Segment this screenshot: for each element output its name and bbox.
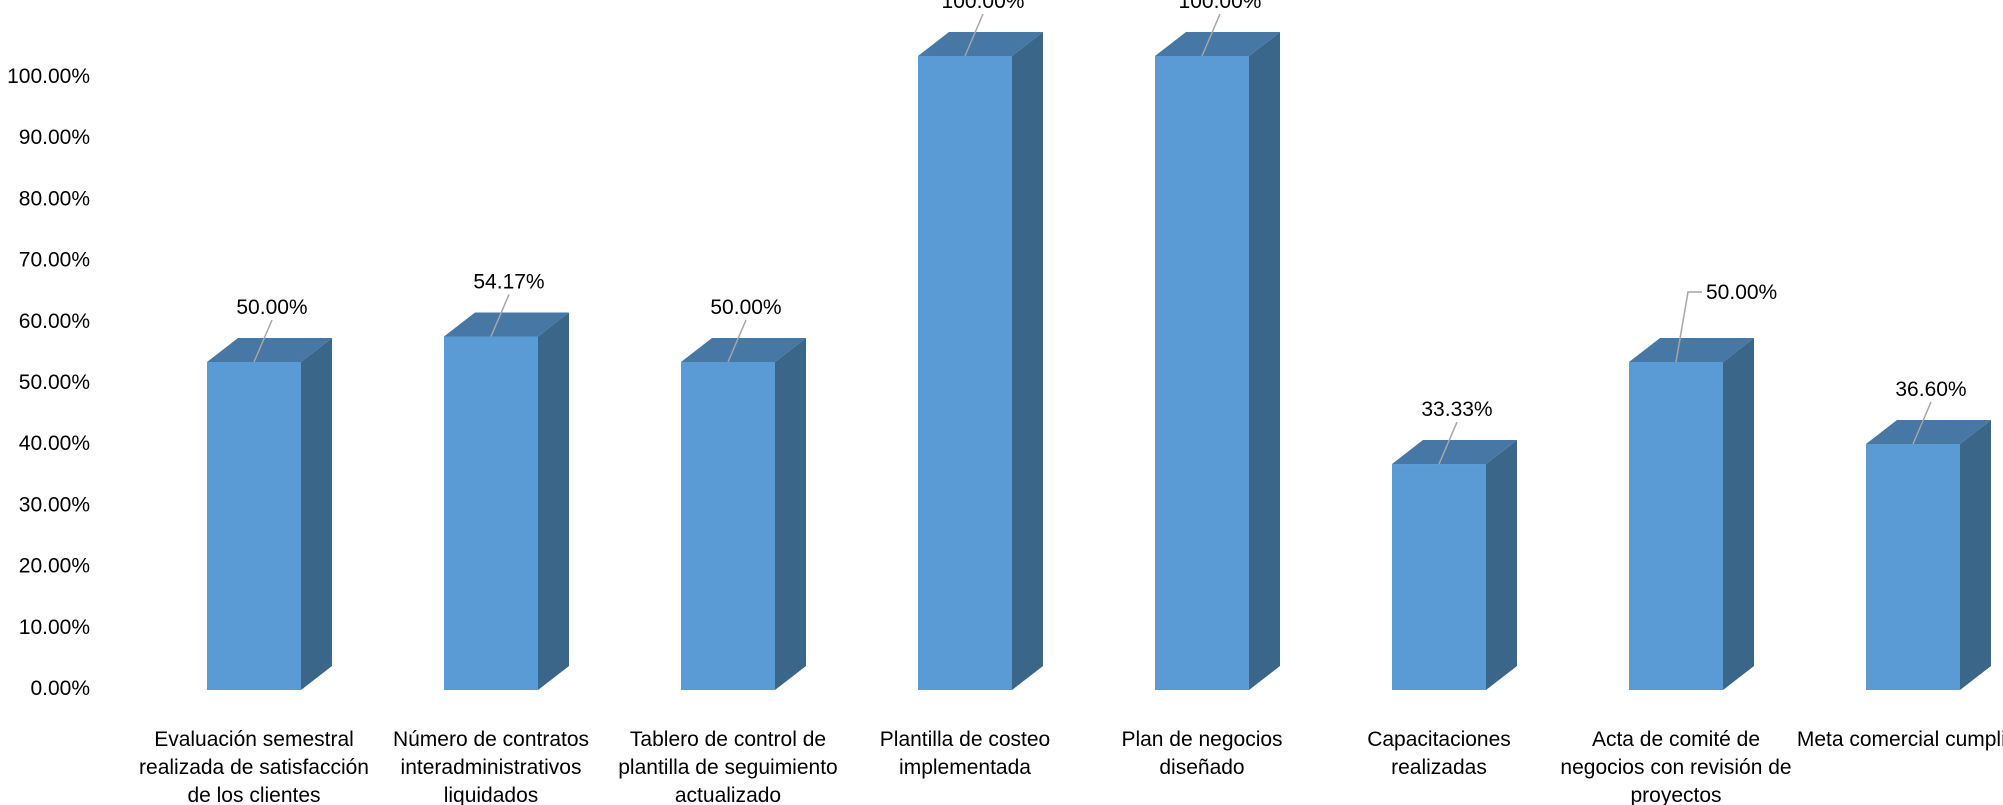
category-label: Meta comercial cumplida <box>1797 728 2003 751</box>
y-tick-label: 0.00% <box>30 677 90 700</box>
bars <box>207 32 1991 690</box>
y-axis-ticks: 0.00% 10.00% 20.00% 30.00% 40.00% 50.00% 60.00… <box>7 65 90 700</box>
bar <box>1629 338 1754 690</box>
bar-side-face <box>1486 440 1517 690</box>
data-label: 100.00% <box>942 0 1025 13</box>
data-label-leader <box>964 13 984 57</box>
category-labels: Evaluación semestral realizada de satisfa… <box>139 728 2003 805</box>
data-label: 50.00% <box>1706 281 1777 304</box>
bar-side-face <box>1249 32 1280 690</box>
bar <box>444 312 569 690</box>
y-tick-label: 100.00% <box>7 65 90 88</box>
data-label: 33.33% <box>1421 398 1492 421</box>
bar-side-face <box>301 338 332 690</box>
bar-top-face <box>1155 32 1280 56</box>
data-label-leader <box>253 319 273 363</box>
bar <box>1155 32 1280 690</box>
bar <box>1866 420 1991 690</box>
y-tick-label: 80.00% <box>19 187 90 210</box>
bar-top-face <box>918 32 1043 56</box>
bar-front-face <box>207 362 301 690</box>
y-tick-label: 10.00% <box>19 616 90 639</box>
bar-top-face <box>444 312 569 337</box>
category-label: Evaluación semestral realizada de satisfa… <box>139 728 369 805</box>
bar-top-face <box>681 338 806 362</box>
bar <box>1392 440 1517 690</box>
data-label: 100.00% <box>1179 0 1262 13</box>
category-label: Tablero de control de plantilla de seguim… <box>618 728 837 805</box>
category-label: Capacitaciones realizadas <box>1367 728 1511 779</box>
data-labels: 50.00% 54.17% 50.00% 100.00% 100.00% 33.33% 50… <box>236 0 1967 465</box>
category-label: Acta de comité de negocios con revisión d… <box>1560 728 1791 805</box>
bar-side-face <box>1723 338 1754 690</box>
bar-top-face <box>1392 440 1517 465</box>
bar-side-face <box>1960 420 1991 690</box>
data-label-leader <box>490 294 510 337</box>
y-tick-label: 90.00% <box>19 126 90 149</box>
y-tick-label: 20.00% <box>19 555 90 578</box>
y-tick-label: 50.00% <box>19 371 90 394</box>
y-tick-label: 30.00% <box>19 493 90 516</box>
bar-side-face <box>1012 32 1043 690</box>
bar-side-face <box>538 312 569 690</box>
data-label: 50.00% <box>710 296 781 319</box>
data-label: 36.60% <box>1895 378 1966 401</box>
bar <box>681 338 806 690</box>
bar-front-face <box>1392 464 1486 690</box>
bar-front-face <box>1155 56 1249 690</box>
data-label-leader <box>1675 291 1702 363</box>
bar-front-face <box>681 362 775 690</box>
bar-front-face <box>1629 362 1723 690</box>
bar-front-face <box>1866 444 1960 690</box>
bar <box>207 338 332 690</box>
y-tick-label: 60.00% <box>19 310 90 333</box>
bar-front-face <box>444 336 538 690</box>
bar <box>918 32 1043 690</box>
category-label: Número de contratos interadministrativos l… <box>393 728 589 805</box>
category-label: Plan de negocios diseñado <box>1121 728 1282 779</box>
y-tick-label: 70.00% <box>19 249 90 272</box>
data-label-leader <box>1438 421 1458 465</box>
data-label: 50.00% <box>236 296 307 319</box>
bar-top-face <box>207 338 332 362</box>
data-label-leader <box>1912 401 1932 445</box>
data-label-leader <box>727 319 747 363</box>
data-label-leader <box>1201 13 1221 57</box>
bar-side-face <box>775 338 806 690</box>
bar-top-face <box>1629 338 1754 362</box>
category-label: Plantilla de costeo implementada <box>880 728 1050 779</box>
data-label: 54.17% <box>473 270 544 293</box>
y-tick-label: 40.00% <box>19 432 90 455</box>
bar-front-face <box>918 56 1012 690</box>
bar-top-face <box>1866 420 1991 445</box>
